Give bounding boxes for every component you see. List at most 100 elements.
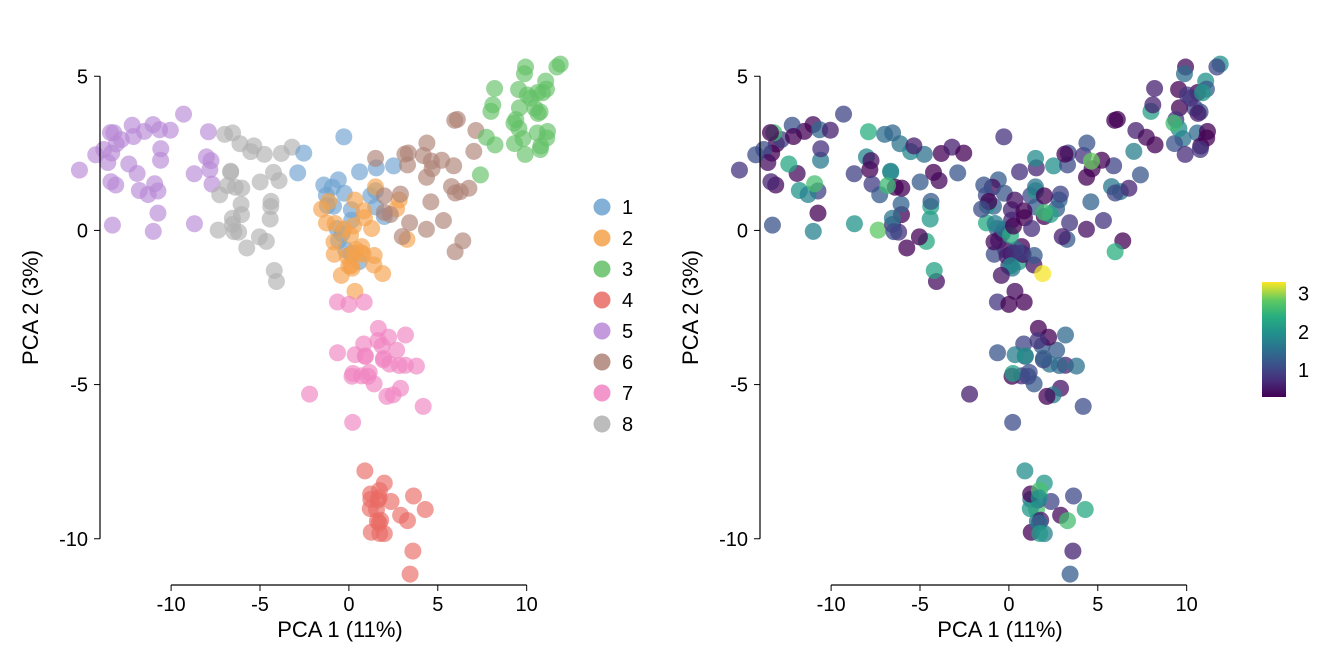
point <box>1031 489 1048 506</box>
point <box>200 123 217 140</box>
point <box>1177 146 1194 163</box>
point <box>780 155 797 172</box>
point <box>344 414 361 431</box>
point <box>219 177 236 194</box>
point <box>1054 228 1071 245</box>
point <box>885 223 902 240</box>
point <box>295 145 312 162</box>
scatter-panel-right: -10-50510-10-505 PCA 1 (11%) PCA 2 (3%) <box>678 56 1229 642</box>
point <box>1192 141 1209 158</box>
point <box>1095 212 1112 229</box>
ytick-label: 5 <box>737 66 748 88</box>
point <box>1064 543 1081 560</box>
point <box>926 262 943 279</box>
point <box>1016 294 1033 311</box>
legend-swatch <box>594 199 611 216</box>
point <box>418 135 435 152</box>
point <box>271 172 288 189</box>
point <box>1208 59 1225 76</box>
legend-label: 6 <box>622 352 633 374</box>
point <box>1078 221 1095 238</box>
point <box>1011 163 1028 180</box>
point <box>402 566 419 583</box>
legend-swatch <box>594 323 611 340</box>
ytick-label: -10 <box>59 529 88 551</box>
legend-swatch <box>594 416 611 433</box>
point <box>418 221 435 238</box>
point <box>87 146 104 163</box>
xtick-label: -5 <box>911 594 929 616</box>
point <box>911 228 928 245</box>
point <box>1052 186 1069 203</box>
legend-label: 1 <box>622 197 633 219</box>
xtick-label: 0 <box>1003 594 1014 616</box>
ytick-label: -10 <box>719 529 748 551</box>
point <box>846 215 863 232</box>
point <box>301 386 318 403</box>
scatter-panel-left: -10-50510-10-505 PCA 1 (11%) PCA 2 (3%) <box>18 56 569 642</box>
point <box>1051 357 1068 374</box>
point <box>1078 135 1095 152</box>
point <box>251 228 268 245</box>
point <box>1004 365 1021 382</box>
legend-label: 5 <box>622 321 633 343</box>
point <box>486 80 503 97</box>
point <box>329 344 346 361</box>
point <box>517 146 534 163</box>
legend-swatch <box>594 354 611 371</box>
point <box>516 65 533 82</box>
point <box>785 128 802 145</box>
point <box>149 205 166 222</box>
point <box>1004 414 1021 431</box>
point <box>484 96 501 113</box>
point <box>809 205 826 222</box>
point <box>1082 193 1099 210</box>
point <box>1013 244 1030 261</box>
point <box>949 164 966 181</box>
point <box>369 332 386 349</box>
points-layer-right <box>731 56 1229 583</box>
point <box>376 204 393 221</box>
point <box>1176 65 1193 82</box>
point <box>846 165 863 182</box>
point <box>262 193 279 210</box>
point <box>1144 96 1161 113</box>
point <box>505 115 522 132</box>
ytick-label: -5 <box>730 375 748 397</box>
point <box>1059 512 1076 529</box>
point <box>102 173 119 190</box>
point <box>363 220 380 237</box>
point <box>1057 326 1074 343</box>
point <box>345 217 362 234</box>
point <box>1165 115 1182 132</box>
point <box>863 152 880 169</box>
legend-label: 8 <box>622 414 633 436</box>
point <box>1017 348 1034 365</box>
point <box>1083 153 1100 170</box>
colorbar <box>1262 282 1286 397</box>
point <box>404 543 421 560</box>
point <box>162 122 179 139</box>
point <box>353 244 370 261</box>
colorbar-tick-label: 2 <box>1298 322 1309 344</box>
point <box>152 140 169 157</box>
point <box>415 398 432 415</box>
xlabel-left: PCA 1 (11%) <box>277 617 403 642</box>
point <box>1125 143 1142 160</box>
point <box>893 180 910 197</box>
point <box>1065 487 1082 504</box>
legend-colorbar: 123 <box>1262 282 1309 397</box>
legend-label: 3 <box>622 259 633 281</box>
point <box>175 106 192 123</box>
point <box>1031 525 1048 542</box>
ytick-label: -5 <box>70 375 88 397</box>
point <box>762 124 779 141</box>
colorbar-tick-label: 1 <box>1298 360 1309 382</box>
legend-discrete: 12345678 <box>594 197 634 436</box>
point <box>1029 332 1046 349</box>
point <box>931 172 948 189</box>
point <box>1068 358 1085 375</box>
point <box>120 155 137 172</box>
point <box>351 163 368 180</box>
point <box>822 122 839 139</box>
